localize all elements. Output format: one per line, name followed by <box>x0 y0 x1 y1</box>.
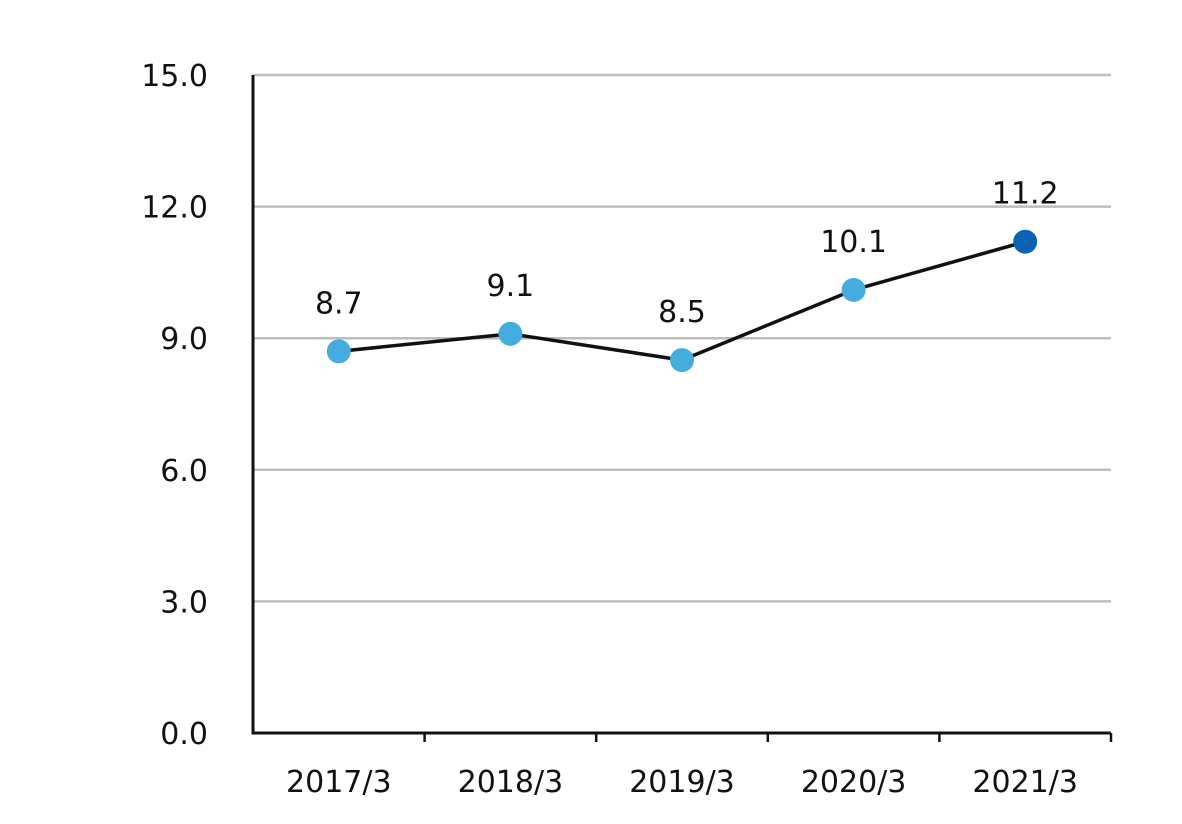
y-tick-labels: 0.0 3.0 6.0 9.0 12.0 15.0 <box>141 59 208 752</box>
data-point <box>498 321 523 346</box>
data-label: 10.1 <box>820 225 887 260</box>
x-tick-label: 2017/3 <box>286 765 392 800</box>
y-tick-label: 3.0 <box>160 585 208 620</box>
y-tick-label: 15.0 <box>141 59 208 94</box>
x-tick-label: 2019/3 <box>629 765 735 800</box>
y-tick-label: 9.0 <box>160 322 208 357</box>
axes <box>251 75 1113 742</box>
x-tick-label: 2018/3 <box>458 765 564 800</box>
data-labels: 8.7 9.1 8.5 10.1 11.2 <box>315 177 1059 330</box>
data-point <box>1013 229 1038 254</box>
grid-lines <box>253 73 1111 603</box>
data-point <box>326 339 351 364</box>
data-label: 8.7 <box>315 286 363 321</box>
data-label: 9.1 <box>487 269 535 304</box>
series-group <box>326 229 1038 373</box>
y-tick-label: 0.0 <box>160 717 208 752</box>
data-point <box>670 348 694 373</box>
data-label: 8.5 <box>658 295 706 330</box>
x-tick-labels: 2017/3 2018/3 2019/3 2020/3 2021/3 <box>286 765 1078 800</box>
x-tick-label: 2020/3 <box>801 765 907 800</box>
data-label: 11.2 <box>992 177 1059 212</box>
y-tick-label: 6.0 <box>160 454 208 489</box>
data-point <box>841 277 866 302</box>
y-tick-label: 12.0 <box>141 191 208 226</box>
x-tick-label: 2021/3 <box>972 765 1078 800</box>
